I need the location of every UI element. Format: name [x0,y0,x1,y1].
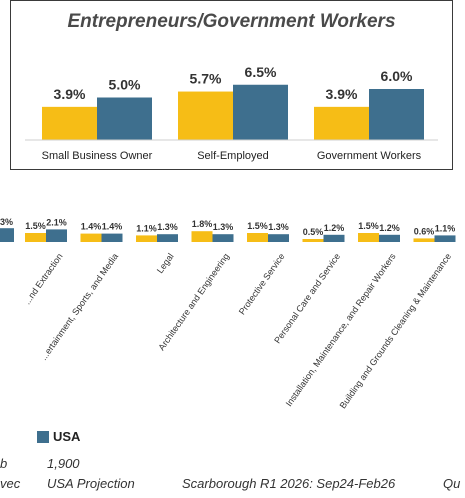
chart-title: Entrepreneurs/Government Workers [67,11,396,32]
bar-a-4 [247,233,268,242]
data-label-b-2: 6.0% [381,68,413,84]
data-label-b-4: 1.3% [268,222,289,232]
data-label-b-2: 1.3% [157,222,178,232]
data-label-a-7: 0.6% [414,226,435,236]
category-label-6: Installation, Maintenance, and Repair Wo… [284,251,398,408]
category-label-2: Government Workers [317,150,422,162]
bar-b-5 [323,234,345,242]
data-label-b-1: 1.4% [102,222,123,232]
entrepreneurs-chart-panel: Entrepreneurs/Government Workers 3.9% 5.0… [10,0,453,170]
footer-sample-label: b [0,456,8,471]
data-label-a-4: 1.5% [247,221,268,231]
bar-a-0 [25,233,46,242]
bar-a-1 [178,91,233,140]
category-label-1: Self-Employed [197,150,269,162]
bar-a-6 [358,233,379,242]
footer-sample-size: 1,900 [47,456,80,471]
footer-partial-label: vec [0,476,21,491]
bar-b-7 [434,235,456,242]
bar-a-5 [302,239,324,242]
bar-b-3 [212,234,234,242]
data-label-a-1: 5.7% [190,71,222,87]
category-label-5: Personal Care and Service [272,251,342,345]
legend-swatch-usa [37,431,49,443]
data-label-a-0: 3.9% [54,86,86,102]
data-label-b-5: 1.2% [324,223,345,233]
bar-b-6 [379,234,400,242]
bar-b-2 [157,234,178,242]
data-label-a-5: 0.5% [303,227,324,237]
data-label-a-2: 1.1% [136,223,157,233]
bar-b-0 [46,229,67,242]
category-label-2: Legal [155,251,176,275]
bar-a-1 [80,233,102,242]
bar-b-4 [268,234,289,242]
data-label-b-3: 1.3% [213,222,234,232]
category-label-4: Protective Service [237,251,287,316]
data-label-b-0: 5.0% [109,77,141,93]
category-label-0: Small Business Owner [42,150,153,162]
bar-a-3 [191,231,213,242]
bar-a-0 [42,106,97,140]
bar-b-1 [233,84,288,140]
entrepreneurs-chart-svg: 3.9% 5.0% Small Business Owner 5.7% 6.5% Self… [25,64,438,162]
data-label-b-partial: 3% [0,217,13,227]
bar-a-2 [314,106,369,140]
bar-a-7 [413,238,435,242]
category-label-0: ...nd Extraction [22,251,65,306]
legend-label-usa: USA [53,429,81,444]
data-label-b-0: 2.1% [46,217,67,227]
data-label-b-7: 1.1% [435,223,456,233]
bar-b-1 [101,233,123,242]
data-label-a-6: 1.5% [358,221,379,231]
data-label-a-0: 1.5% [25,221,46,231]
bar-b-2 [369,89,424,140]
data-label-a-1: 1.4% [81,222,102,232]
data-label-b-1: 6.5% [245,64,277,80]
bar-b-0 [97,97,152,140]
footer-projection: USA Projection [47,476,135,491]
footer-trailing: Qu [443,476,461,491]
data-label-a-2: 3.9% [326,86,358,102]
bar-a-2 [136,235,157,242]
footer-source: Scarborough R1 2026: Sep24-Feb26 [182,476,396,491]
category-label-7: Building and Grounds Cleaning & Maintena… [338,251,454,410]
bar-b-partial [0,228,14,242]
data-label-a-3: 1.8% [192,219,213,229]
data-label-b-6: 1.2% [379,223,400,233]
